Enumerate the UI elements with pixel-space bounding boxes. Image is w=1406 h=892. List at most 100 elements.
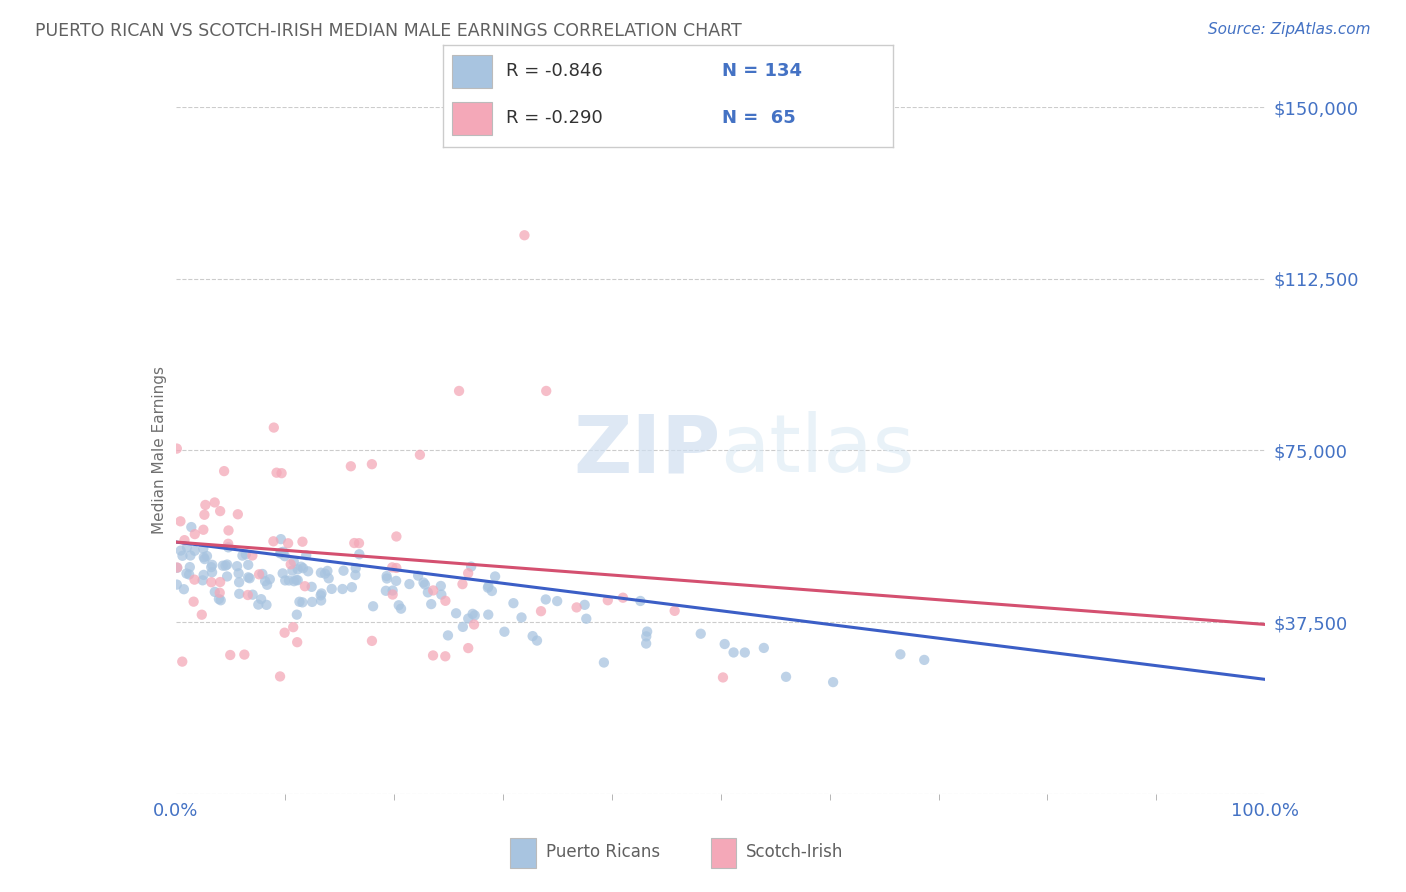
Point: [193, 567, 215, 582]
Point: [420, 597, 443, 611]
Point: [233, 648, 256, 662]
Point: [173, 533, 195, 548]
Point: [217, 537, 239, 551]
Point: [269, 546, 291, 560]
Point: [226, 559, 249, 574]
Point: [381, 560, 404, 574]
Point: [176, 541, 198, 555]
Point: [184, 543, 207, 558]
Point: [477, 581, 499, 595]
Point: [612, 591, 634, 605]
Point: [209, 575, 232, 590]
Point: [664, 604, 686, 618]
Point: [444, 607, 467, 621]
Point: [636, 636, 658, 650]
Point: [477, 579, 499, 593]
Point: [208, 592, 231, 607]
Point: [291, 534, 314, 549]
Point: [179, 567, 201, 582]
Point: [301, 595, 323, 609]
Point: [481, 584, 503, 599]
Point: [166, 561, 188, 575]
Point: [437, 628, 460, 642]
Point: [204, 585, 226, 599]
Point: [271, 566, 294, 581]
Point: [193, 541, 215, 556]
Text: PUERTO RICAN VS SCOTCH-IRISH MEDIAN MALE EARNINGS CORRELATION CHART: PUERTO RICAN VS SCOTCH-IRISH MEDIAN MALE…: [35, 22, 742, 40]
Point: [172, 549, 194, 563]
Point: [344, 561, 367, 575]
Point: [211, 558, 233, 573]
Point: [288, 595, 311, 609]
Point: [193, 508, 215, 522]
Point: [689, 626, 711, 640]
Point: [309, 588, 332, 602]
Point: [277, 574, 299, 588]
Point: [823, 675, 845, 690]
Point: [340, 580, 363, 594]
Point: [228, 587, 250, 601]
Point: [285, 607, 308, 622]
Point: [332, 564, 354, 578]
Point: [546, 594, 568, 608]
Text: N = 134: N = 134: [721, 62, 801, 80]
Point: [173, 582, 195, 597]
Point: [183, 573, 205, 587]
Point: [254, 574, 277, 588]
Point: [361, 633, 384, 648]
Point: [309, 566, 332, 580]
Point: [464, 608, 486, 623]
Point: [534, 592, 557, 607]
Point: [280, 558, 302, 572]
Point: [191, 574, 214, 588]
Point: [375, 569, 398, 583]
Point: [636, 624, 658, 639]
Point: [247, 567, 270, 582]
Point: [226, 508, 249, 522]
Point: [752, 640, 775, 655]
Point: [522, 629, 544, 643]
Point: [183, 595, 205, 609]
Point: [530, 604, 553, 618]
Point: [193, 550, 215, 565]
Point: [274, 549, 297, 564]
Point: [447, 384, 470, 398]
Point: [170, 543, 193, 558]
Point: [451, 577, 474, 591]
Point: [266, 466, 288, 480]
Text: Scotch-Irish: Scotch-Irish: [747, 843, 844, 861]
Point: [208, 586, 231, 600]
Point: [309, 593, 332, 607]
Point: [422, 648, 444, 663]
Point: [287, 573, 309, 587]
Point: [422, 583, 444, 598]
Point: [344, 568, 367, 582]
Point: [195, 549, 218, 563]
Point: [256, 598, 278, 612]
Point: [406, 568, 429, 582]
Point: [463, 617, 485, 632]
Point: [285, 573, 308, 587]
Point: [565, 600, 588, 615]
Point: [217, 541, 239, 555]
Point: [332, 582, 354, 596]
Point: [513, 228, 536, 243]
Point: [238, 570, 260, 584]
Point: [166, 577, 188, 591]
Point: [360, 457, 382, 471]
Point: [912, 653, 935, 667]
Point: [575, 612, 598, 626]
Point: [385, 561, 408, 575]
Point: [416, 585, 439, 599]
Point: [263, 420, 285, 434]
Point: [451, 620, 474, 634]
Point: [477, 607, 499, 622]
Point: [270, 532, 292, 546]
Point: [510, 610, 533, 624]
Text: R = -0.846: R = -0.846: [506, 62, 603, 80]
Point: [217, 558, 239, 572]
Point: [204, 495, 226, 509]
Point: [734, 646, 756, 660]
Point: [240, 549, 263, 563]
Point: [316, 564, 339, 578]
